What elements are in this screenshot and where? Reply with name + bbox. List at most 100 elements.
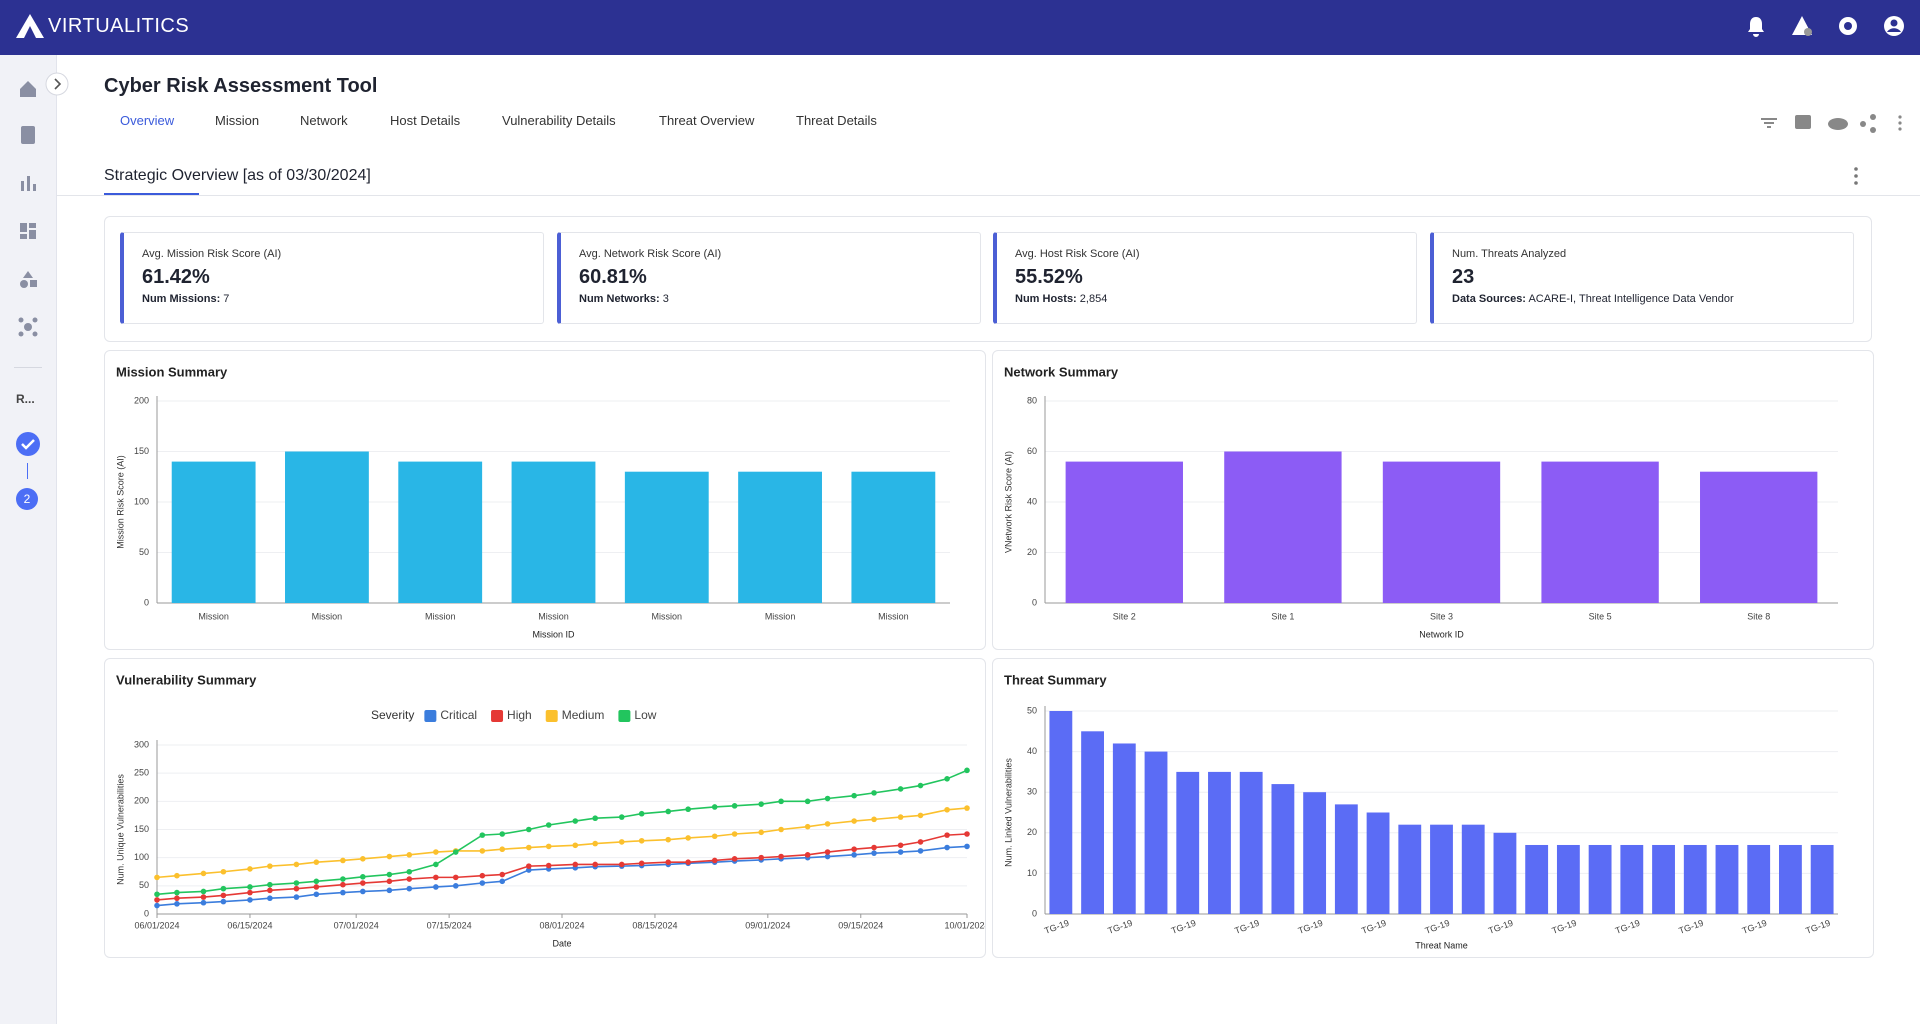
x-tick-label: Site 5 (1589, 611, 1612, 621)
comment-icon[interactable] (1795, 115, 1811, 129)
data-point (479, 832, 486, 838)
y-tick-label: 0 (1032, 597, 1037, 607)
data-point (154, 902, 160, 909)
dashboard-icon[interactable] (18, 221, 38, 241)
data-point (778, 798, 784, 805)
x-tick-label: TG-19 (1106, 918, 1133, 936)
bar (1747, 844, 1771, 914)
notifications-icon[interactable] (1744, 14, 1768, 38)
data-point (406, 852, 413, 858)
kpi-card: Avg. Host Risk Score (AI) 55.52% Num Hos… (993, 232, 1417, 324)
bar (1652, 844, 1675, 914)
bar (171, 461, 256, 603)
data-point (313, 859, 320, 865)
y-tick-label: 80 (1027, 395, 1037, 405)
data-point (360, 880, 366, 886)
data-point (685, 806, 691, 813)
data-point (917, 848, 924, 854)
cloud-icon[interactable] (1828, 118, 1848, 130)
data-point (293, 880, 300, 886)
x-tick-label: TG-19 (1614, 918, 1641, 936)
data-point (665, 859, 672, 865)
chart-icon[interactable] (18, 173, 38, 193)
data-point (154, 897, 160, 903)
home-icon[interactable] (18, 79, 38, 99)
data-point (293, 894, 300, 900)
y-tick-label: 150 (134, 824, 149, 834)
network-icon[interactable] (18, 317, 38, 337)
data-point (340, 881, 346, 888)
kpi-detail: Num Networks: 3 (579, 293, 962, 305)
tab[interactable]: Host Details (390, 113, 461, 128)
tab[interactable]: Mission (215, 113, 260, 128)
data-point (851, 852, 857, 858)
x-tick-label: Site 3 (1430, 611, 1453, 621)
x-tick-label: Mission (425, 611, 456, 621)
bar (1715, 844, 1739, 914)
chart-panel: Threat Summary Num. Linked Vulnerabilitie… (992, 658, 1874, 958)
kpi-label: Num. Threats Analyzed (1452, 248, 1567, 260)
data-point (871, 816, 877, 823)
tab[interactable]: Vulnerability Details (502, 113, 616, 128)
document-icon[interactable] (18, 125, 38, 145)
chart-panel: Vulnerability Summary Num. Unique Vulnera… (104, 658, 990, 958)
legend-swatch (491, 710, 504, 722)
x-tick-label: Mission (652, 611, 683, 621)
theme-icon[interactable] (1836, 14, 1860, 38)
data-point (731, 855, 738, 862)
data-point (174, 872, 180, 879)
bar (1620, 844, 1644, 914)
data-point (917, 812, 924, 819)
step-done[interactable] (15, 431, 41, 457)
chart-title: Network Summary (1004, 364, 1119, 379)
data-point (313, 878, 320, 885)
bar (1176, 771, 1200, 914)
kpi-label: Avg. Network Risk Score (AI) (579, 248, 722, 260)
alerts-icon[interactable] (1790, 14, 1814, 38)
data-point (340, 876, 346, 882)
data-point (406, 868, 413, 875)
bar (1541, 461, 1659, 603)
data-point (433, 849, 439, 855)
filter-icon[interactable] (1761, 118, 1777, 128)
more-icon[interactable] (1898, 115, 1902, 131)
data-point (479, 880, 486, 886)
x-tick-label: TG-19 (1487, 918, 1514, 936)
share-icon[interactable] (1860, 114, 1876, 133)
account-icon[interactable] (1882, 14, 1906, 38)
y-tick-label: 250 (134, 768, 149, 778)
kpi-value: 55.52% (1015, 266, 1083, 288)
section-menu[interactable] (1851, 165, 1861, 187)
legend-swatch (424, 710, 437, 722)
x-tick-label: TG-19 (1804, 918, 1831, 936)
bar (1700, 471, 1818, 603)
data-point (526, 863, 532, 869)
section-title: Strategic Overview [as of 03/30/2024] (104, 167, 371, 184)
tab[interactable]: Overview (120, 113, 175, 128)
x-axis-label: Network ID (1419, 629, 1464, 639)
tab[interactable]: Threat Details (796, 113, 877, 128)
tab[interactable]: Network (300, 113, 348, 128)
step-badge[interactable]: 2 (16, 488, 38, 510)
kpi-detail: Data Sources: ACARE-I, Threat Intelligen… (1452, 293, 1835, 305)
y-tick-label: 40 (1027, 496, 1037, 506)
data-point (804, 852, 811, 858)
y-tick-label: 10 (1027, 868, 1037, 878)
y-tick-label: 300 (134, 739, 149, 749)
expand-button[interactable] (45, 72, 69, 96)
data-point (592, 861, 598, 868)
kpi-container: Avg. Mission Risk Score (AI) 61.42% Num … (104, 216, 1872, 342)
data-point (360, 888, 366, 895)
tab[interactable]: Threat Overview (659, 113, 755, 128)
logo-icon (16, 14, 44, 38)
kpi-value: 60.81% (579, 266, 647, 288)
y-axis-label: Num. Linked Vulnerabilities (1003, 758, 1013, 867)
x-tick-label: TG-19 (1424, 918, 1451, 936)
bar (1382, 461, 1501, 603)
data-point (944, 832, 950, 838)
data-point (897, 849, 904, 855)
bar (738, 471, 822, 603)
logo[interactable]: VIRTUALITICS (14, 12, 189, 40)
data-point (638, 860, 645, 867)
shapes-icon[interactable] (18, 269, 38, 289)
